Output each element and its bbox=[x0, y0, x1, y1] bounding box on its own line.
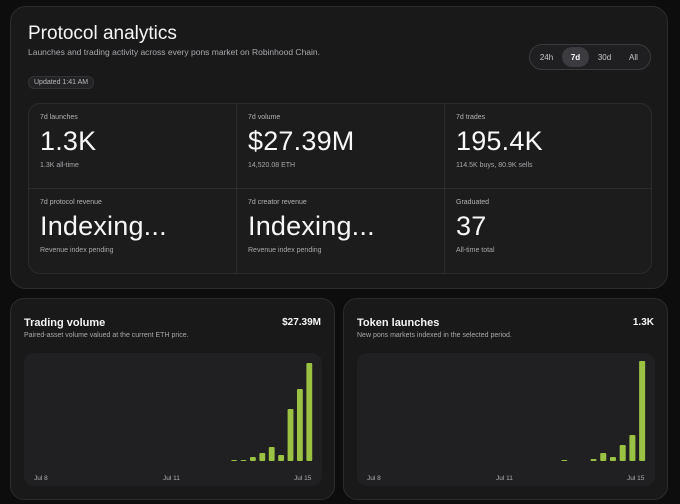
stat-creator-revenue: 7d creator revenue Indexing... Revenue i… bbox=[237, 189, 445, 273]
x-tick-label: Jul 11 bbox=[163, 475, 180, 482]
bar-25 bbox=[268, 447, 275, 461]
token-launches-card: Token launches 1.3K New pons markets ind… bbox=[343, 298, 668, 500]
bar-28 bbox=[639, 361, 646, 461]
token-launches-plot: Jul 8 Jul 11 Jul 15 bbox=[357, 353, 655, 486]
bar-24 bbox=[600, 453, 607, 461]
x-tick-label: Jul 15 bbox=[294, 475, 312, 482]
chart-description: New pons markets indexed in the selected… bbox=[357, 332, 512, 339]
stat-label: 7d volume bbox=[248, 114, 281, 121]
bar-21 bbox=[231, 460, 238, 461]
chart-title: Trading volume bbox=[24, 317, 106, 329]
chart-total: $27.39M bbox=[282, 317, 321, 328]
bar-27 bbox=[629, 435, 636, 461]
stat-graduated: Graduated 37 All-time total bbox=[445, 189, 651, 273]
x-tick-label: Jul 8 bbox=[34, 475, 48, 482]
stat-sub: 1.3K all-time bbox=[40, 162, 79, 169]
stat-trades: 7d trades 195.4K 114.5K buys, 80.9K sell… bbox=[445, 104, 651, 189]
chart-total: 1.3K bbox=[632, 317, 654, 328]
bar-28 bbox=[296, 389, 303, 461]
bar-27 bbox=[287, 409, 294, 461]
page-title: Protocol analytics bbox=[28, 23, 177, 44]
trading-volume-card: Trading volume $27.39M Paired-asset volu… bbox=[10, 298, 335, 500]
stat-value: 37 bbox=[456, 211, 487, 241]
stat-sub: Revenue index pending bbox=[248, 247, 322, 254]
bar-20 bbox=[561, 460, 568, 461]
updated-badge: Updated 1:41 AM bbox=[28, 76, 95, 89]
stat-sub: 14,520.08 ETH bbox=[248, 162, 296, 169]
chart-description: Paired-asset volume valued at the curren… bbox=[24, 332, 189, 339]
stat-label: 7d protocol revenue bbox=[40, 199, 102, 206]
trading-volume-chart: Jul 8 Jul 11 Jul 15 bbox=[34, 363, 313, 482]
stat-value: Indexing... bbox=[40, 211, 167, 241]
range-24h-button[interactable]: 24h bbox=[539, 52, 554, 62]
protocol-analytics-panel: Protocol analytics Launches and trading … bbox=[10, 6, 668, 289]
range-7d-button[interactable]: 7d bbox=[562, 47, 589, 67]
stat-label: 7d launches bbox=[40, 114, 78, 121]
bar-23 bbox=[590, 459, 597, 461]
bar-22 bbox=[240, 460, 247, 461]
stat-launches: 7d launches 1.3K 1.3K all-time bbox=[29, 104, 237, 189]
token-launches-chart: Jul 8 Jul 11 Jul 15 bbox=[367, 361, 646, 482]
stat-sub: Revenue index pending bbox=[40, 247, 114, 254]
stat-volume: 7d volume $27.39M 14,520.08 ETH bbox=[237, 104, 445, 189]
stat-value: 1.3K bbox=[40, 126, 97, 156]
bar-26 bbox=[278, 455, 285, 461]
stat-label: 7d creator revenue bbox=[248, 199, 307, 206]
range-30d-button[interactable]: 30d bbox=[597, 52, 612, 62]
stat-protocol-revenue: 7d protocol revenue Indexing... Revenue … bbox=[29, 189, 237, 273]
stats-grid: 7d launches 1.3K 1.3K all-time 7d volume… bbox=[28, 103, 652, 274]
stat-sub: 114.5K buys, 80.9K sells bbox=[456, 162, 533, 169]
stat-value: Indexing... bbox=[248, 211, 375, 241]
page-subtitle: Launches and trading activity across eve… bbox=[28, 47, 321, 57]
x-tick-label: Jul 8 bbox=[367, 475, 381, 482]
stat-value: 195.4K bbox=[456, 126, 543, 156]
bar-23 bbox=[249, 457, 256, 461]
range-all-button[interactable]: All bbox=[629, 52, 638, 62]
chart-title: Token launches bbox=[357, 317, 440, 329]
bar-29 bbox=[306, 363, 313, 461]
stat-label: Graduated bbox=[456, 199, 490, 206]
trading-volume-plot: Jul 8 Jul 11 Jul 15 bbox=[24, 353, 322, 486]
stat-label: 7d trades bbox=[456, 114, 486, 121]
bar-26 bbox=[619, 445, 626, 461]
x-tick-label: Jul 15 bbox=[627, 475, 645, 482]
bar-24 bbox=[259, 453, 266, 461]
stat-value: $27.39M bbox=[248, 126, 355, 156]
bar-25 bbox=[609, 457, 616, 461]
x-tick-label: Jul 11 bbox=[496, 475, 513, 482]
time-range-toggle: 24h 7d 30d All bbox=[529, 44, 651, 70]
stat-sub: All-time total bbox=[456, 247, 495, 254]
